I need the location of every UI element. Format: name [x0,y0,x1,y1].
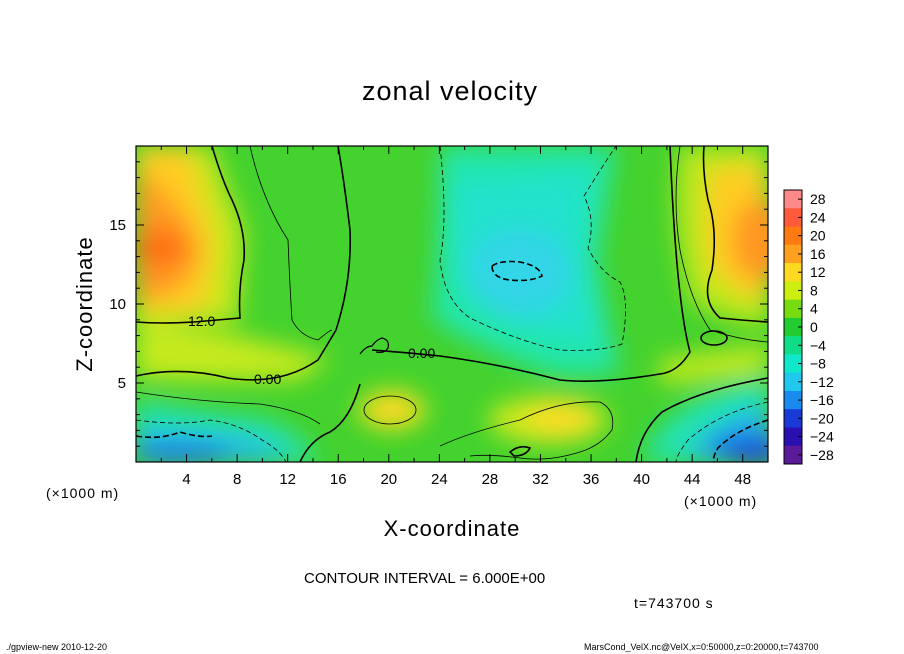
contour-label-12: 12.0 [188,313,215,329]
x-tick-label: 44 [684,471,701,488]
z-unit-label: (×1000 m) [684,493,757,509]
x-tick-label: 16 [330,471,347,488]
colorbar-swatch [784,317,802,337]
colorbar-tick-label: 8 [810,282,818,298]
contour-12-blob-a [363,395,417,425]
contour-6-left [249,146,333,341]
contour-neg12-lower-left [136,431,213,439]
y-axis-label: Z-coordinate [72,236,97,372]
x-tick-label: 24 [431,471,448,488]
colorbar-tick-label: −28 [810,447,834,463]
x-tick-label: 28 [482,471,499,488]
y-axis: 5 10 15 [109,161,768,447]
colorbar-swatch [784,281,802,301]
colorbar-tick-label: −16 [810,392,834,408]
x-tick-label: 20 [380,471,397,488]
colorbar-tick-label: 24 [810,209,826,225]
contour-label-0-left: 0.00 [254,371,281,387]
velocity-field [136,146,768,462]
x-unit-label: (×1000 m) [46,485,119,501]
contour-neg6-core [439,146,626,351]
colorbar-tick-label: 12 [810,264,826,280]
x-axis-label: X-coordinate [384,516,521,541]
contour-12-right [702,146,768,323]
contour-neg12-core [491,260,543,282]
contour-0-mid [371,146,691,382]
colorbar-tick-label: −8 [810,356,826,372]
colorbar-swatch [784,299,802,319]
colorbar-tick-label: −20 [810,410,834,426]
contour-0-lower-left [299,383,361,462]
contour-label-group: 12.0 0.00 0.00 [188,313,435,387]
contour-6-right [675,146,768,343]
contour-0-lower-right [635,377,768,462]
colorbar-tick-label: 20 [810,228,826,244]
colorbar: 28 24 20 16 12 8 4 0 −4 −8 −12 −16 −20 −24 −28 [783,189,834,465]
x-tick-label: 8 [233,471,241,488]
footer-right: MarsCond_VelX.nc@VelX,x=0:50000,z=0:2000… [584,642,819,652]
contour-neg6-lower-left [136,419,287,462]
contour-6-lower-left [136,391,321,425]
colorbar-tick-label: 0 [810,319,818,335]
y-tick-label: 15 [109,217,126,234]
colorbar-swatch [784,226,802,246]
x-tick-label: 32 [532,471,549,488]
contour-interval-text: CONTOUR INTERVAL = 6.000E+00 [304,570,545,587]
chart-title: zonal velocity [361,76,539,106]
contour-6-blob-b [439,401,614,460]
contour-12-small [700,330,728,346]
x-tick-label: 40 [633,471,650,488]
y-tick-label: 10 [109,296,126,313]
x-axis: 4 8 12 16 20 24 28 32 36 40 44 48 [160,146,751,488]
contour-12-blob-c [508,445,532,457]
colorbar-swatch [784,263,802,282]
colorbar-swatch [784,336,802,355]
time-label: t=743700 s [634,595,714,611]
contour-neg12-lower-right [712,419,768,462]
colorbar-tick-label: −24 [810,429,834,445]
contour-lines [136,146,768,462]
colorbar-swatch [784,390,802,410]
contour-neg6-lower-right [675,401,768,462]
colorbar-swatch [784,427,802,447]
colorbar-swatch [784,354,802,374]
contour-label-0-right: 0.00 [408,345,435,361]
contour-wiggle [359,337,389,355]
colorbar-swatch [784,409,802,428]
colorbar-tick-label: 4 [810,301,818,317]
colorbar-tick-label: 16 [810,246,826,262]
x-tick-label: 48 [734,471,751,488]
colorbar-swatch [784,372,802,392]
colorbar-tick-label: −12 [810,374,834,390]
contour-0-left [136,146,352,381]
x-tick-label: 36 [583,471,600,488]
y-tick-label: 5 [118,375,126,392]
colorbar-tick-label: 28 [810,191,826,207]
contour-12-left [136,146,246,324]
colorbar-swatch [784,445,802,465]
colorbar-swatch [784,244,802,264]
x-tick-label: 4 [182,471,190,488]
x-tick-label: 12 [279,471,296,488]
footer-left: ./gpview-new 2010-12-20 [6,642,108,652]
colorbar-swatch [784,190,802,209]
colorbar-tick-label: −4 [810,337,826,353]
colorbar-swatch [784,208,802,228]
